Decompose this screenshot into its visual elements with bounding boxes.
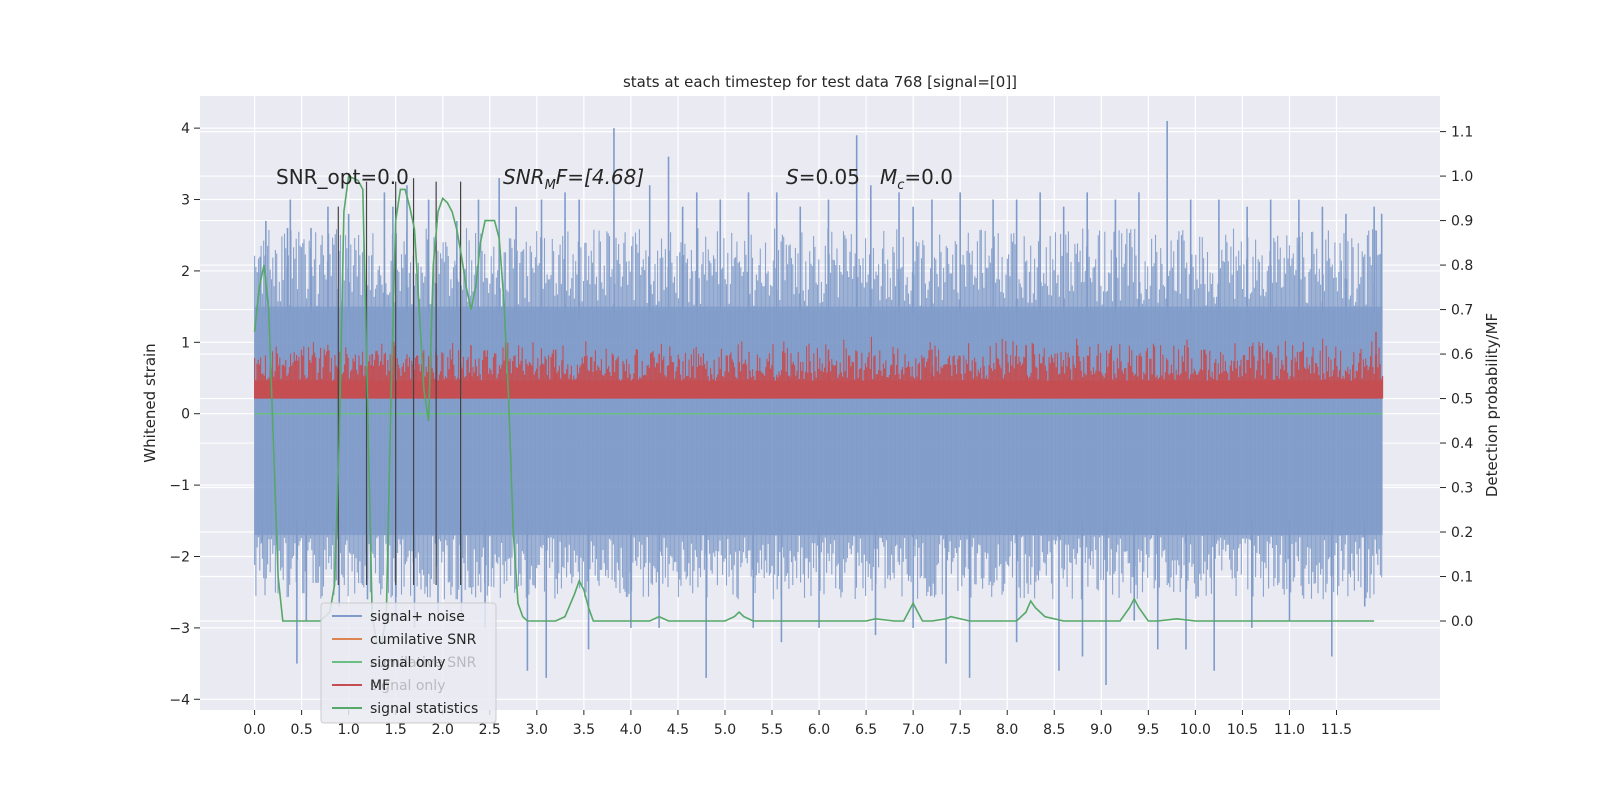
y2-tick-label-2: 0.2 [1451,525,1473,541]
annotation-mc-sub: c [897,178,904,193]
annotation-mc-label: M [880,165,897,189]
y2-tick-label-4: 0.4 [1451,436,1473,452]
y2-tick-label-1: 0.1 [1451,570,1473,586]
y2-tick-label-5: 0.5 [1451,392,1473,408]
x-tick-label-7: 3.5 [573,722,595,738]
mf-series [254,331,1384,399]
y-ticks-right: 0.0 0.1 0.2 0.3 0.4 0.5 0.6 0.7 0.8 0.9 1.0 1.1 [1440,125,1473,630]
y2-tick-label-0: 0.0 [1451,614,1473,630]
x-ticks: 0.0 0.5 1.0 1.5 2.0 2.5 3.0 3.5 4.0 4.5 5.0 5.5 6.0 6… [243,710,1352,738]
y-tick-label-2: −2 [169,550,190,566]
legend-label-4: signal statistics [370,701,478,717]
y2-tick-label-9: 0.9 [1451,214,1473,230]
x-tick-label-11: 5.5 [761,722,783,738]
x-tick-label-18: 9.0 [1090,722,1112,738]
mf-trace [254,336,1384,399]
legend-ghost-label-1: signal only [370,678,445,694]
x-tick-label-2: 1.0 [338,722,360,738]
annotation-mc: Mc=0.0 [880,165,953,193]
x-tick-label-4: 2.0 [432,722,454,738]
y-tick-label-4: 0 [181,407,190,423]
y2-tick-label-3: 0.3 [1451,481,1473,497]
y-axis-label-right: Detection probability/MF [1483,313,1501,497]
y2-tick-label-8: 0.8 [1451,258,1473,274]
x-tick-label-15: 7.5 [949,722,971,738]
y-tick-label-7: 3 [181,193,190,209]
y-tick-label-8: 4 [181,121,190,137]
x-tick-label-16: 8.0 [996,722,1018,738]
x-tick-label-3: 1.5 [385,722,407,738]
y-tick-label-3: −1 [169,478,190,494]
legend-label-3: MF [370,678,390,694]
noise-series [254,120,1383,686]
annotation-s-label: S [786,165,799,189]
legend-box [320,602,497,724]
x-tick-label-6: 3.0 [526,722,548,738]
x-tick-label-14: 7.0 [902,722,924,738]
y2-tick-label-6: 0.6 [1451,347,1473,363]
annotation-snr-mf: SNRMF=[4.68] [503,165,644,193]
annotation-s-value: =0.05 [799,165,860,189]
x-tick-label-21: 10.5 [1227,722,1258,738]
y-tick-label-5: 1 [181,335,190,351]
x-tick-label-8: 4.0 [620,722,642,738]
annotation-snr-mf-prefix: SNR [503,165,545,189]
annotation-snr-opt: SNR_opt=0.0 [276,165,409,189]
y-tick-label-6: 2 [181,264,190,280]
legend-label-0: signal+ noise [370,609,465,625]
noise-trace [254,228,1383,600]
x-tick-label-17: 8.5 [1043,722,1065,738]
x-tick-label-0: 0.0 [243,722,265,738]
chart-title: stats at each timestep for test data 768… [623,73,1017,91]
y-axis-label: Whitened strain [141,343,159,462]
legend-label-2: signal only [370,655,445,671]
legend-ghost-label-0: cumilative SNR [370,655,477,671]
x-tick-label-9: 4.5 [667,722,689,738]
x-tick-label-12: 6.0 [808,722,830,738]
annotation-snr-mf-suffix: F=[4.68] [556,165,644,189]
x-tick-label-20: 10.0 [1180,722,1211,738]
x-tick-label-13: 6.5 [855,722,877,738]
legend-label-1: cumilative SNR [370,632,477,648]
annotation-mc-value: =0.0 [904,165,953,189]
y-tick-label-1: −3 [169,621,190,637]
x-tick-label-5: 2.5 [479,722,501,738]
x-tick-label-19: 9.5 [1137,722,1159,738]
y-tick-label-0: −4 [169,692,190,708]
annotation-s: S=0.05 [786,165,860,189]
y2-tick-label-7: 0.7 [1451,303,1473,319]
y2-tick-label-11: 1.1 [1451,125,1473,141]
y-ticks-left: −4 −3 −2 −1 0 1 2 3 4 [169,121,200,708]
x-tick-label-23: 11.5 [1321,722,1352,738]
annotation-snr-mf-sub: M [545,178,556,193]
y2-tick-label-10: 1.0 [1451,169,1473,185]
x-tick-label-1: 0.5 [290,722,312,738]
x-tick-label-10: 5.0 [714,722,736,738]
x-tick-label-22: 11.0 [1274,722,1305,738]
